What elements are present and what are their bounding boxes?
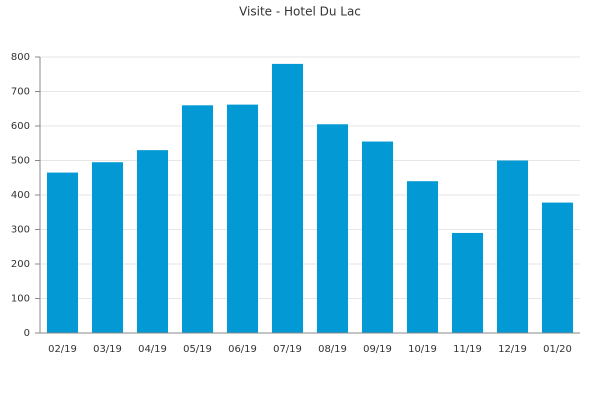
- x-tick-label: 07/19: [273, 344, 302, 355]
- x-tick-label: 09/19: [363, 344, 392, 355]
- bar: [226, 104, 259, 333]
- x-tick-label: 02/19: [48, 344, 77, 355]
- chart-title: Visite - Hotel Du Lac: [239, 5, 361, 19]
- y-tick-label: 0: [24, 328, 30, 339]
- x-tick-label: 01/20: [543, 344, 572, 355]
- y-tick-label: 100: [11, 294, 30, 305]
- x-tick-label: 12/19: [498, 344, 527, 355]
- bar: [136, 150, 169, 333]
- y-tick-label: 500: [11, 156, 30, 167]
- y-tick-label: 600: [11, 121, 30, 132]
- bar: [541, 202, 574, 333]
- y-tick-label: 300: [11, 225, 30, 236]
- y-tick-label: 200: [11, 259, 30, 270]
- x-tick-label: 04/19: [138, 344, 167, 355]
- bar: [91, 162, 124, 333]
- bar: [271, 63, 304, 334]
- bar: [496, 160, 529, 333]
- bar: [361, 141, 394, 333]
- bar: [406, 181, 439, 333]
- x-tick-label: 05/19: [183, 344, 212, 355]
- y-tick-label: 400: [11, 190, 30, 201]
- bar: [46, 172, 79, 333]
- y-tick-label: 700: [11, 87, 30, 98]
- x-tick-label: 08/19: [318, 344, 347, 355]
- x-tick-label: 06/19: [228, 344, 257, 355]
- bar: [451, 232, 484, 333]
- x-tick-label: 10/19: [408, 344, 437, 355]
- y-tick-label: 800: [11, 52, 30, 63]
- bar: [316, 124, 349, 334]
- bar: [181, 105, 214, 333]
- x-tick-label: 03/19: [93, 344, 122, 355]
- x-tick-label: 11/19: [453, 344, 482, 355]
